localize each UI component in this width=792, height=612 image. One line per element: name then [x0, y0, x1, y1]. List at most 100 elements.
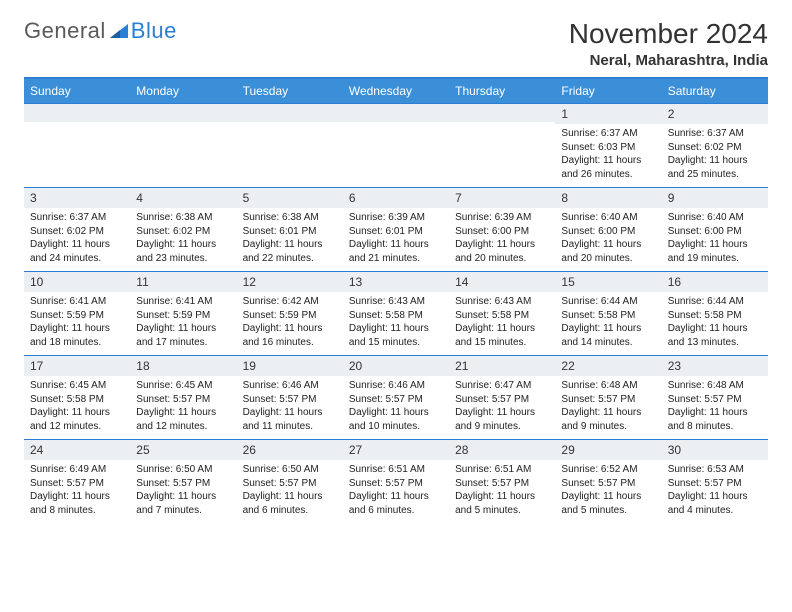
day-body: Sunrise: 6:43 AMSunset: 5:58 PMDaylight:… — [343, 292, 449, 353]
week-row: 1Sunrise: 6:37 AMSunset: 6:03 PMDaylight… — [24, 104, 768, 188]
sunset-text: Sunset: 5:57 PM — [136, 393, 230, 407]
day-cell: 14Sunrise: 6:43 AMSunset: 5:58 PMDayligh… — [449, 272, 555, 356]
day-number: 16 — [662, 272, 768, 292]
sunrise-text: Sunrise: 6:50 AM — [136, 463, 230, 477]
sunset-text: Sunset: 6:01 PM — [243, 225, 337, 239]
daylight-text: Daylight: 11 hours and 12 minutes. — [30, 406, 124, 433]
sunset-text: Sunset: 5:57 PM — [349, 393, 443, 407]
day-number: 29 — [555, 440, 661, 460]
sunset-text: Sunset: 6:01 PM — [349, 225, 443, 239]
daylight-text: Daylight: 11 hours and 6 minutes. — [243, 490, 337, 517]
sunrise-text: Sunrise: 6:38 AM — [243, 211, 337, 225]
day-cell: 6Sunrise: 6:39 AMSunset: 6:01 PMDaylight… — [343, 188, 449, 272]
daylight-text: Daylight: 11 hours and 25 minutes. — [668, 154, 762, 181]
dow-monday: Monday — [130, 78, 236, 104]
day-number: 6 — [343, 188, 449, 208]
daylight-text: Daylight: 11 hours and 24 minutes. — [30, 238, 124, 265]
sunset-text: Sunset: 5:57 PM — [349, 477, 443, 491]
day-number: 8 — [555, 188, 661, 208]
day-body: Sunrise: 6:41 AMSunset: 5:59 PMDaylight:… — [24, 292, 130, 353]
day-body: Sunrise: 6:43 AMSunset: 5:58 PMDaylight:… — [449, 292, 555, 353]
day-body: Sunrise: 6:45 AMSunset: 5:57 PMDaylight:… — [130, 376, 236, 437]
day-body: Sunrise: 6:41 AMSunset: 5:59 PMDaylight:… — [130, 292, 236, 353]
logo-text-blue: Blue — [131, 18, 177, 44]
day-cell: 30Sunrise: 6:53 AMSunset: 5:57 PMDayligh… — [662, 440, 768, 524]
day-number — [24, 104, 130, 122]
daylight-text: Daylight: 11 hours and 5 minutes. — [455, 490, 549, 517]
day-cell: 5Sunrise: 6:38 AMSunset: 6:01 PMDaylight… — [237, 188, 343, 272]
day-cell — [343, 104, 449, 188]
sunrise-text: Sunrise: 6:47 AM — [455, 379, 549, 393]
dow-saturday: Saturday — [662, 78, 768, 104]
day-body: Sunrise: 6:37 AMSunset: 6:03 PMDaylight:… — [555, 124, 661, 185]
daylight-text: Daylight: 11 hours and 7 minutes. — [136, 490, 230, 517]
sunrise-text: Sunrise: 6:44 AM — [561, 295, 655, 309]
daylight-text: Daylight: 11 hours and 21 minutes. — [349, 238, 443, 265]
sunset-text: Sunset: 5:57 PM — [668, 393, 762, 407]
day-number — [130, 104, 236, 122]
week-row: 3Sunrise: 6:37 AMSunset: 6:02 PMDaylight… — [24, 188, 768, 272]
sunset-text: Sunset: 5:57 PM — [561, 393, 655, 407]
day-cell: 15Sunrise: 6:44 AMSunset: 5:58 PMDayligh… — [555, 272, 661, 356]
daylight-text: Daylight: 11 hours and 8 minutes. — [30, 490, 124, 517]
day-number: 1 — [555, 104, 661, 124]
sunrise-text: Sunrise: 6:37 AM — [668, 127, 762, 141]
day-body: Sunrise: 6:50 AMSunset: 5:57 PMDaylight:… — [237, 460, 343, 521]
calendar-body: 1Sunrise: 6:37 AMSunset: 6:03 PMDaylight… — [24, 104, 768, 524]
day-number: 2 — [662, 104, 768, 124]
day-cell: 18Sunrise: 6:45 AMSunset: 5:57 PMDayligh… — [130, 356, 236, 440]
day-body: Sunrise: 6:53 AMSunset: 5:57 PMDaylight:… — [662, 460, 768, 521]
day-number: 23 — [662, 356, 768, 376]
sunset-text: Sunset: 6:03 PM — [561, 141, 655, 155]
day-cell: 7Sunrise: 6:39 AMSunset: 6:00 PMDaylight… — [449, 188, 555, 272]
sunset-text: Sunset: 5:57 PM — [455, 393, 549, 407]
day-number: 15 — [555, 272, 661, 292]
day-cell — [237, 104, 343, 188]
day-number: 30 — [662, 440, 768, 460]
sunset-text: Sunset: 5:58 PM — [668, 309, 762, 323]
sunset-text: Sunset: 6:00 PM — [455, 225, 549, 239]
day-number: 18 — [130, 356, 236, 376]
sunset-text: Sunset: 5:59 PM — [136, 309, 230, 323]
day-number: 26 — [237, 440, 343, 460]
day-body: Sunrise: 6:52 AMSunset: 5:57 PMDaylight:… — [555, 460, 661, 521]
sunrise-text: Sunrise: 6:51 AM — [349, 463, 443, 477]
sunset-text: Sunset: 6:02 PM — [30, 225, 124, 239]
day-body: Sunrise: 6:38 AMSunset: 6:01 PMDaylight:… — [237, 208, 343, 269]
week-row: 24Sunrise: 6:49 AMSunset: 5:57 PMDayligh… — [24, 440, 768, 524]
day-cell: 3Sunrise: 6:37 AMSunset: 6:02 PMDaylight… — [24, 188, 130, 272]
daylight-text: Daylight: 11 hours and 26 minutes. — [561, 154, 655, 181]
sunset-text: Sunset: 5:57 PM — [30, 477, 124, 491]
day-body: Sunrise: 6:48 AMSunset: 5:57 PMDaylight:… — [555, 376, 661, 437]
sunrise-text: Sunrise: 6:53 AM — [668, 463, 762, 477]
daylight-text: Daylight: 11 hours and 11 minutes. — [243, 406, 337, 433]
day-body: Sunrise: 6:46 AMSunset: 5:57 PMDaylight:… — [237, 376, 343, 437]
day-cell: 13Sunrise: 6:43 AMSunset: 5:58 PMDayligh… — [343, 272, 449, 356]
day-cell: 11Sunrise: 6:41 AMSunset: 5:59 PMDayligh… — [130, 272, 236, 356]
day-cell: 24Sunrise: 6:49 AMSunset: 5:57 PMDayligh… — [24, 440, 130, 524]
sunrise-text: Sunrise: 6:41 AM — [30, 295, 124, 309]
sunset-text: Sunset: 5:57 PM — [136, 477, 230, 491]
sunrise-text: Sunrise: 6:46 AM — [243, 379, 337, 393]
sunrise-text: Sunrise: 6:48 AM — [668, 379, 762, 393]
sunrise-text: Sunrise: 6:40 AM — [668, 211, 762, 225]
sunrise-text: Sunrise: 6:46 AM — [349, 379, 443, 393]
day-cell: 12Sunrise: 6:42 AMSunset: 5:59 PMDayligh… — [237, 272, 343, 356]
sunset-text: Sunset: 6:02 PM — [668, 141, 762, 155]
day-number — [343, 104, 449, 122]
day-body: Sunrise: 6:39 AMSunset: 6:00 PMDaylight:… — [449, 208, 555, 269]
sunset-text: Sunset: 5:57 PM — [455, 477, 549, 491]
day-cell: 27Sunrise: 6:51 AMSunset: 5:57 PMDayligh… — [343, 440, 449, 524]
sunrise-text: Sunrise: 6:45 AM — [30, 379, 124, 393]
day-cell: 1Sunrise: 6:37 AMSunset: 6:03 PMDaylight… — [555, 104, 661, 188]
day-cell: 10Sunrise: 6:41 AMSunset: 5:59 PMDayligh… — [24, 272, 130, 356]
header: General Blue November 2024 Neral, Mahara… — [24, 18, 768, 69]
day-number: 12 — [237, 272, 343, 292]
week-row: 10Sunrise: 6:41 AMSunset: 5:59 PMDayligh… — [24, 272, 768, 356]
day-body: Sunrise: 6:44 AMSunset: 5:58 PMDaylight:… — [662, 292, 768, 353]
day-cell: 16Sunrise: 6:44 AMSunset: 5:58 PMDayligh… — [662, 272, 768, 356]
daylight-text: Daylight: 11 hours and 6 minutes. — [349, 490, 443, 517]
dow-wednesday: Wednesday — [343, 78, 449, 104]
sunrise-text: Sunrise: 6:52 AM — [561, 463, 655, 477]
day-number: 14 — [449, 272, 555, 292]
